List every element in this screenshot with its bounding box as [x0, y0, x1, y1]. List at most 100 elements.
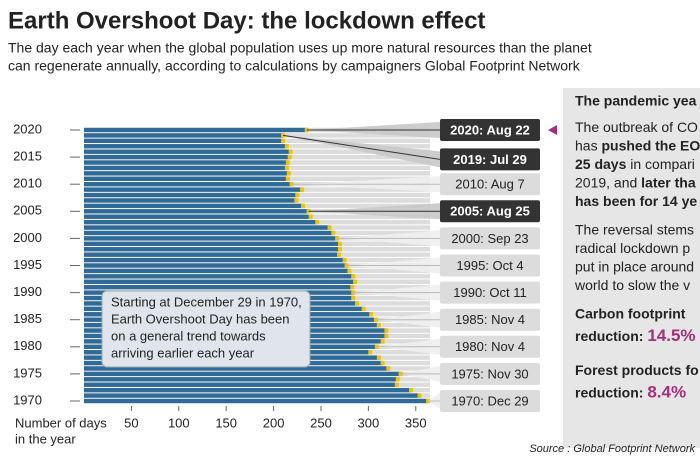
subtitle: The day each year when the global popula…: [8, 40, 592, 56]
bar: [84, 198, 297, 203]
x-tick-label: 50: [124, 415, 138, 430]
day-marker: [394, 382, 399, 387]
bar: [84, 171, 289, 176]
pointer: [548, 125, 557, 135]
bar: [84, 187, 303, 192]
x-tick-label: 100: [168, 415, 190, 430]
bar: [84, 377, 398, 382]
day-marker: [281, 138, 286, 144]
panel-text: radical lockdown p: [575, 240, 690, 256]
day-marker: [285, 160, 290, 165]
bar: [84, 382, 397, 387]
panel-segment: 8.4%: [647, 383, 686, 402]
day-marker: [308, 214, 313, 219]
value-label: 2000: Sep 23: [451, 231, 528, 246]
panel-text: The reversal stems: [575, 221, 694, 237]
connector: [283, 135, 440, 168]
day-marker: [386, 366, 391, 371]
bar: [84, 160, 288, 165]
bar: [84, 241, 340, 247]
day-marker: [376, 322, 381, 328]
day-marker: [337, 241, 342, 247]
x-tick-label: 350: [405, 415, 427, 430]
day-marker: [294, 198, 299, 203]
label-box: [440, 254, 540, 277]
x-tick-label: 300: [358, 415, 380, 430]
label-box: [440, 335, 540, 358]
annotation: Starting at December 29 in 1970,: [111, 294, 302, 309]
y-tick-label: 1975: [13, 365, 42, 380]
label-box: [440, 281, 540, 304]
x-axis-label: Number of days: [15, 415, 107, 430]
label-box: [440, 362, 540, 385]
day-marker: [327, 225, 332, 230]
day-marker: [300, 187, 305, 192]
panel-segment: The outbreak of CO: [575, 119, 698, 135]
bar: [84, 279, 356, 284]
bar: [84, 284, 353, 290]
y-tick-label: 1970: [13, 392, 42, 407]
connector-line: [282, 134, 441, 160]
x-tick-label: 200: [263, 415, 285, 430]
x-tick-label: 150: [215, 415, 237, 430]
day-marker: [368, 350, 373, 355]
day-marker: [376, 355, 381, 360]
day-marker: [286, 171, 291, 176]
bar: [84, 176, 288, 181]
y-tick-label: 1990: [13, 284, 42, 299]
label-box: [440, 119, 540, 141]
panel-text: The outbreak of CO: [575, 119, 698, 135]
day-marker: [315, 219, 320, 225]
day-marker: [350, 284, 355, 290]
panel-text: has been for 14 ye: [575, 193, 697, 209]
value-label: 1970: Dec 29: [451, 393, 528, 408]
panel-segment: reduction:: [575, 328, 647, 344]
bar: [84, 257, 345, 263]
panel-segment: in compari: [626, 156, 694, 172]
panel-text: has pushed the EO: [575, 137, 700, 153]
value-label: 1980: Nov 4: [455, 339, 525, 354]
value-label: 2020: Aug 22: [450, 122, 530, 137]
bar: [84, 398, 429, 404]
panel-text: 2019, and later tha: [575, 174, 696, 190]
value-label: 1995: Oct 4: [456, 258, 523, 273]
day-marker: [336, 252, 341, 257]
day-marker: [351, 274, 356, 279]
subtitle: can regenerate annually, according to ca…: [8, 58, 581, 74]
panel-segment: reduction:: [575, 384, 647, 400]
day-marker: [287, 154, 292, 160]
day-marker: [337, 247, 342, 252]
y-tick-label: 2000: [13, 230, 42, 245]
bar: [84, 209, 309, 214]
panel-text: reduction: 8.4%: [575, 383, 686, 402]
bar: [84, 247, 340, 252]
panel-title: The pandemic yea: [575, 93, 697, 109]
bar: [84, 393, 420, 398]
bar: [84, 165, 287, 171]
panel-text: world to slow the v: [574, 277, 690, 293]
value-label: 2010: Aug 7: [455, 177, 524, 192]
panel-segment: 2019, and: [575, 174, 641, 190]
label-box: [440, 173, 540, 196]
day-marker: [384, 333, 389, 339]
bar: [84, 219, 318, 225]
annotation: arriving earlier each year: [111, 345, 255, 360]
panel-segment: The reversal stems: [575, 221, 694, 237]
panel-text: 25 days in compari: [575, 156, 695, 172]
bar: [84, 214, 311, 219]
bar: [84, 230, 334, 236]
bar: [84, 154, 290, 160]
bar: [84, 138, 284, 144]
day-marker: [351, 295, 356, 301]
panel-text: Carbon footprint: [575, 305, 686, 321]
panel-segment: put in place around: [575, 258, 694, 274]
panel-segment: later tha: [641, 174, 696, 190]
bar: [84, 263, 347, 268]
annotation-box: [101, 290, 311, 368]
annotation: Earth Overshoot Day has been: [111, 311, 290, 326]
panel-text: Forest products fo: [575, 362, 699, 378]
label-box: [440, 390, 540, 412]
panel-segment: radical lockdown p: [575, 240, 690, 256]
